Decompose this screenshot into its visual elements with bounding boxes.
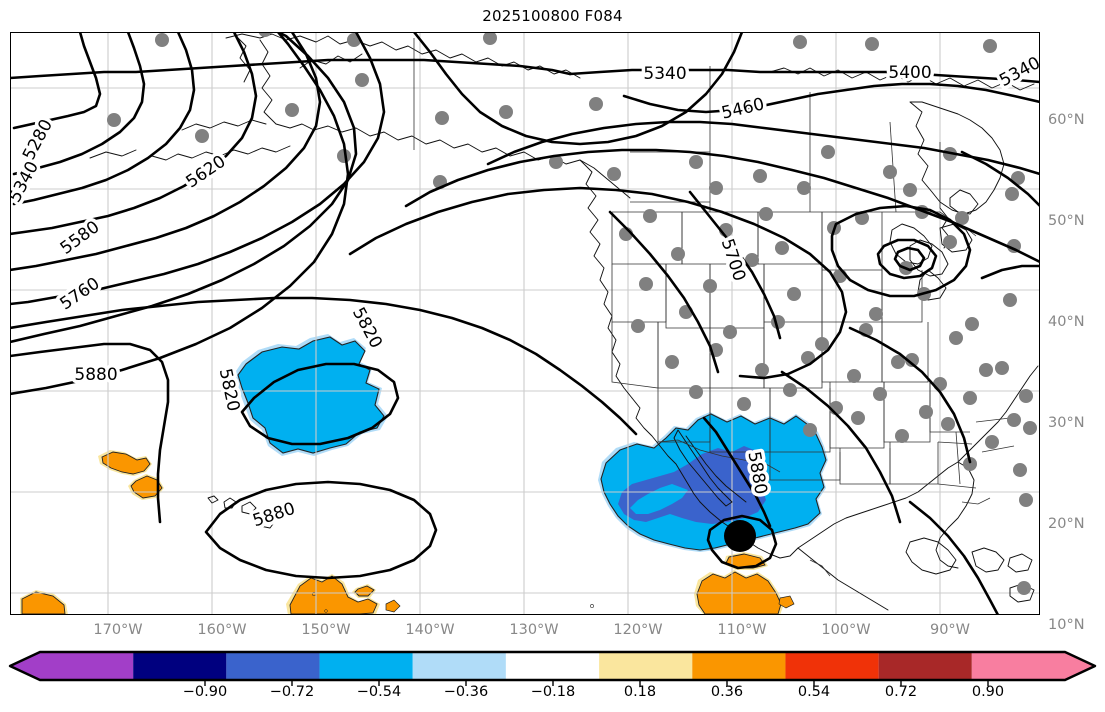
- low-center-marker: [724, 520, 756, 552]
- svg-text:5820: 5820: [215, 367, 244, 413]
- colorbar-tick-label: −0.18: [530, 684, 576, 700]
- svg-text:5880: 5880: [250, 499, 297, 531]
- colorbar-tick-label: 0.54: [797, 684, 831, 700]
- svg-text:5580: 5580: [57, 217, 104, 259]
- lon-tick-label: 110°W: [717, 622, 767, 638]
- lon-tick-label: 120°W: [613, 622, 663, 638]
- svg-text:5880: 5880: [74, 365, 117, 385]
- lon-tick-label: 150°W: [301, 622, 351, 638]
- colorbar-swatch[interactable]: [599, 652, 693, 680]
- colorbar-tick-label: −0.90: [182, 684, 228, 700]
- colorbar-outline: [8, 650, 1097, 682]
- colorbar-swatch[interactable]: [971, 652, 1095, 680]
- colorbar-swatch[interactable]: [505, 652, 600, 680]
- colorbar-swatch[interactable]: [785, 652, 879, 680]
- svg-text:5620: 5620: [182, 152, 229, 193]
- lat-tick-label: 50°N: [1048, 213, 1085, 229]
- lat-tick-label: 60°N: [1048, 112, 1085, 128]
- svg-text:5340: 5340: [996, 53, 1040, 91]
- lon-tick-label: 130°W: [509, 622, 559, 638]
- colorbar-swatches[interactable]: [0, 648, 1105, 688]
- colorbar-tick-label: 0.18: [623, 684, 657, 700]
- lat-tick-label: 20°N: [1048, 516, 1085, 532]
- svg-text:5400: 5400: [888, 63, 931, 83]
- graticule-gridlines: [10, 32, 1040, 615]
- colorbar-tick-label: 0.36: [710, 684, 744, 700]
- svg-text:5340: 5340: [10, 158, 43, 206]
- colorbar-tick-label: 0.72: [884, 684, 918, 700]
- colorbar-swatch[interactable]: [412, 652, 506, 680]
- svg-text:5340: 5340: [643, 64, 686, 84]
- svg-text:5400: 5400: [888, 63, 931, 83]
- svg-text:5820: 5820: [348, 304, 386, 352]
- svg-text:5760: 5760: [56, 274, 103, 315]
- lat-tick-label: 10°N: [1048, 617, 1085, 633]
- colorbar-tick-label: −0.54: [356, 684, 402, 700]
- lon-tick-label: 160°W: [197, 622, 247, 638]
- lon-tick-label: 140°W: [405, 622, 455, 638]
- map-panel[interactable]: 5280 5280 5340 5340 5340 5340 5340 5340 5400 5400…: [10, 32, 1040, 615]
- lon-tick-label: 100°W: [821, 622, 871, 638]
- colorbar-swatch[interactable]: [10, 652, 134, 680]
- colorbar-tick-label: −0.36: [443, 684, 489, 700]
- svg-text:5700: 5700: [717, 236, 749, 283]
- colorbar-swatch[interactable]: [226, 652, 320, 680]
- colorbar-swatch[interactable]: [319, 652, 413, 680]
- lon-tick-label: 170°W: [93, 622, 143, 638]
- svg-text:5340: 5340: [643, 64, 686, 84]
- colorbar-swatch[interactable]: [133, 652, 227, 680]
- colorbar[interactable]: −0.90 −0.72 −0.54 −0.36 −0.18 0.18 0.36 0.54 0.7…: [0, 648, 1105, 712]
- svg-text:5880: 5880: [74, 365, 117, 385]
- contour-lines-layer: [10, 32, 1040, 615]
- colorbar-swatch[interactable]: [878, 652, 972, 680]
- colorbar-tick-label: −0.72: [269, 684, 315, 700]
- colorbar-swatch[interactable]: [692, 652, 786, 680]
- lon-tick-label: 90°W: [929, 622, 971, 638]
- svg-text:5880: 5880: [743, 450, 770, 496]
- lat-tick-label: 40°N: [1048, 314, 1085, 330]
- lat-tick-label: 30°N: [1048, 415, 1085, 431]
- svg-text:5460: 5460: [720, 94, 767, 123]
- svg-text:5280: 5280: [19, 116, 57, 164]
- page-title: 2025100800 F084: [482, 7, 623, 25]
- colorbar-tick-label: 0.90: [971, 684, 1005, 700]
- map-canvas[interactable]: 5280 5280 5340 5340 5340 5340 5340 5340 5400 5400…: [10, 32, 1040, 615]
